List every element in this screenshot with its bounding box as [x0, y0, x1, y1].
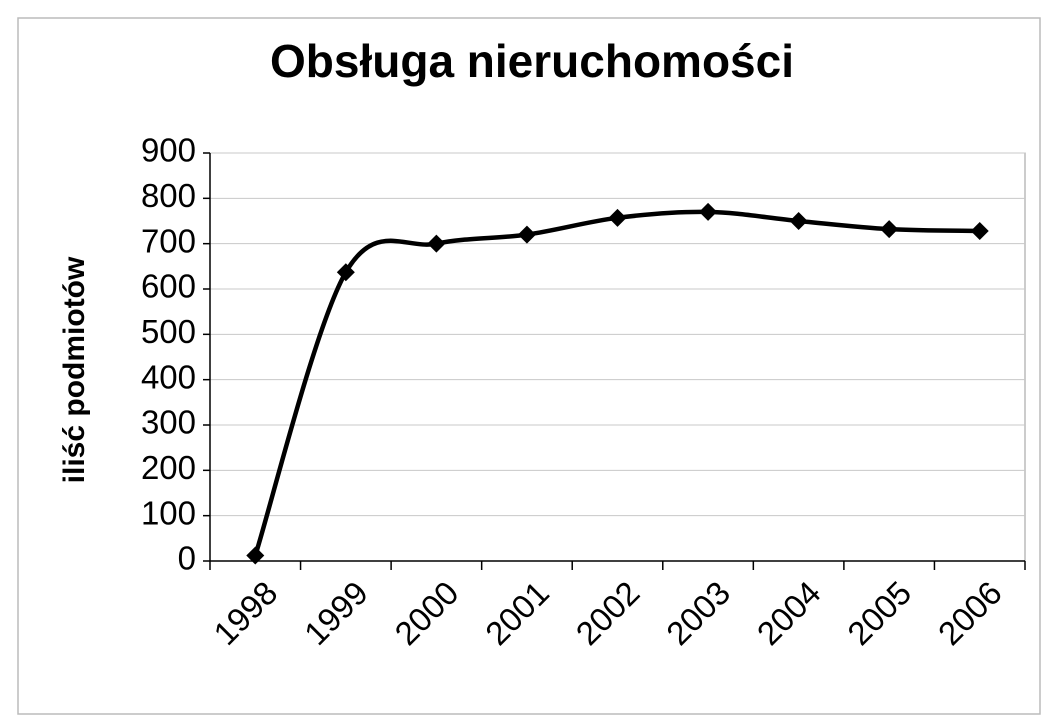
- y-tick-label: 700: [141, 222, 196, 259]
- y-tick-label: 300: [141, 404, 196, 441]
- y-tick-label: 100: [141, 494, 196, 531]
- y-tick-label: 600: [141, 268, 196, 305]
- marker: [970, 221, 989, 240]
- line: [253, 209, 980, 557]
- marker: [517, 225, 536, 244]
- marker: [427, 234, 446, 253]
- marker: [789, 212, 808, 230]
- marker: [246, 546, 265, 565]
- marker: [880, 220, 899, 239]
- y-tick-label: 200: [141, 449, 196, 486]
- y-tick-label: 400: [141, 358, 196, 395]
- marker: [699, 202, 718, 221]
- marker: [608, 208, 627, 227]
- y-axis-label: iliść podmiotów: [58, 256, 91, 483]
- marker: [336, 263, 355, 282]
- y-tick-label: 500: [141, 313, 196, 350]
- chart-title: Obsługa nieruchomości: [270, 35, 794, 87]
- y-tick-label: 0: [178, 540, 196, 577]
- y-tick-label: 800: [141, 177, 196, 214]
- y-tick-label: 900: [141, 132, 196, 169]
